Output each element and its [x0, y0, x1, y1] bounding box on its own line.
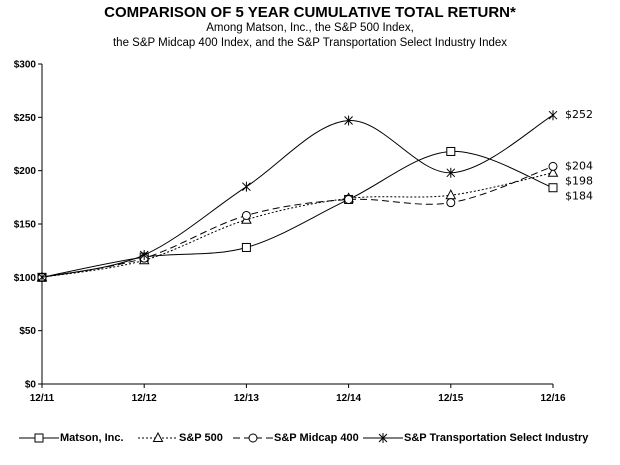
legend-label: S&P Midcap 400 — [274, 432, 359, 445]
data-point-s-p-500 — [547, 166, 559, 177]
chart-end-labels: $252 $204 $198 $184 — [565, 108, 593, 202]
legend-label: S&P Transportation Select Industry — [404, 432, 589, 445]
data-point-s-p-midcap-400 — [241, 210, 251, 220]
series-line-s-p-500 — [41, 172, 554, 278]
data-point-s-p-midcap-400 — [548, 161, 558, 171]
y-tick-label: $50 — [19, 326, 36, 337]
x-tick-label: 12/15 — [438, 393, 463, 404]
legend-item: S&P Midcap 400 — [232, 432, 359, 444]
data-point-s-p-transportation-select-industry — [446, 167, 456, 178]
legend-swatch — [363, 433, 403, 444]
legend-swatch — [233, 433, 273, 443]
data-point-matson-inc — [446, 146, 456, 156]
legend-label: Matson, Inc. — [60, 432, 124, 445]
x-tick-label: 12/11 — [30, 393, 55, 404]
legend-item: S&P Transportation Select Industry — [362, 432, 588, 444]
data-point-s-p-transportation-select-industry — [139, 249, 149, 260]
chart-title: COMPARISON OF 5 YEAR CUMULATIVE TOTAL RE… — [104, 4, 516, 21]
series-s-p-500 — [36, 166, 559, 282]
data-point-s-p-500 — [445, 189, 457, 200]
data-point-s-p-midcap-400 — [446, 198, 456, 208]
legend-item: Matson, Inc. — [18, 432, 124, 444]
legend-marker — [378, 433, 388, 444]
legend-marker — [152, 432, 164, 443]
data-point-s-p-transportation-select-industry — [548, 110, 558, 121]
y-tick-label: $200 — [14, 166, 37, 177]
legend-swatch — [138, 432, 178, 443]
y-tick-label: $150 — [14, 220, 37, 231]
data-point-matson-inc — [241, 242, 251, 252]
chart-subtitle-line-2: the S&P Midcap 400 Index, and the S&P Tr… — [112, 37, 507, 49]
y-tick-label: $300 — [14, 60, 37, 71]
data-point-s-p-transportation-select-industry — [344, 115, 353, 126]
chart-axes: $0 $50 $100 $150 $200 $250 $300 12/11 12/12 12/13… — [14, 60, 566, 405]
y-tick-label: $250 — [14, 113, 37, 124]
series-s-p-midcap-400 — [37, 161, 558, 282]
end-value-label: $198 — [565, 174, 593, 187]
x-tick-label: 12/14 — [336, 393, 361, 404]
data-point-s-p-transportation-select-industry — [37, 272, 47, 283]
data-point-s-p-transportation-select-industry — [242, 181, 251, 192]
series-line-matson-inc — [41, 150, 554, 278]
chart-subtitle-line-1: Among Matson, Inc., the S&P 500 Index, — [206, 22, 414, 34]
series-matson-inc — [37, 146, 558, 282]
x-tick-label: 12/13 — [234, 393, 259, 404]
legend-item: S&P 500 — [137, 432, 223, 444]
x-tick-label: 12/16 — [540, 393, 565, 404]
legend-swatch — [19, 433, 59, 443]
end-value-label: $184 — [565, 189, 593, 202]
legend-marker — [248, 433, 258, 443]
y-tick-label: $100 — [14, 273, 37, 284]
data-point-s-p-midcap-400 — [344, 194, 354, 204]
data-point-matson-inc — [548, 183, 558, 193]
chart-series — [36, 110, 559, 283]
legend-label: S&P 500 — [179, 432, 223, 445]
y-tick-label: $0 — [25, 380, 37, 391]
end-value-label: $252 — [565, 108, 593, 121]
x-tick-label: 12/12 — [132, 393, 157, 404]
legend-marker — [34, 433, 44, 443]
end-value-label: $204 — [565, 159, 593, 172]
series-line-s-p-transportation-select-industry — [41, 114, 554, 278]
series-line-s-p-midcap-400 — [41, 165, 554, 278]
series-s-p-transportation-select-industry — [37, 110, 558, 283]
